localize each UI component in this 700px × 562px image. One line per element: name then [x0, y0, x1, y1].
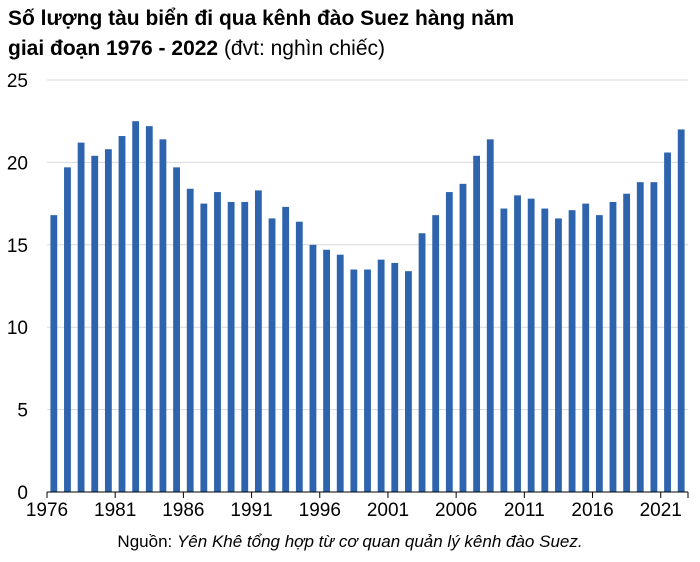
bar-1985: [173, 167, 180, 492]
bar-2001: [391, 262, 399, 492]
bar-2005: [445, 192, 453, 492]
bar-1983: [145, 126, 153, 493]
x-tick-label: 2001: [367, 500, 409, 521]
x-tick-label: 1996: [299, 500, 341, 521]
bar-1976: [50, 215, 58, 493]
bar-2000: [377, 259, 385, 492]
title-unit: (đvt: nghìn chiếc): [218, 37, 386, 60]
bar-1979: [91, 155, 99, 493]
title-line-1: Số lượng tàu biển đi qua kênh đào Suez h…: [8, 7, 515, 30]
bar-1987: [200, 203, 208, 492]
bar-2019: [636, 182, 644, 492]
x-tick-label: 1986: [162, 500, 204, 521]
chart-title: Số lượng tàu biển đi qua kênh đào Suez h…: [8, 4, 688, 64]
bar-2010: [514, 195, 521, 493]
title-line-2: giai đoạn 1976 - 2022 (đvt: nghìn chiếc): [8, 34, 688, 64]
bar-2007: [473, 155, 481, 493]
y-tick-label: 0: [17, 483, 28, 504]
bar-1981: [118, 136, 126, 493]
bar-2013: [555, 218, 562, 492]
x-tick-label: 2006: [435, 500, 477, 521]
bar-1994: [295, 221, 303, 492]
y-tick-label: 20: [7, 153, 28, 174]
x-tick-label: 2011: [504, 500, 545, 521]
bar-2012: [541, 208, 549, 492]
bar-2021: [664, 152, 671, 492]
bar-1998: [350, 269, 358, 492]
bar-2018: [623, 193, 631, 492]
source-text: Yên Khê tổng hợp từ cơ quan quản lý kênh…: [176, 532, 583, 551]
bar-1993: [282, 206, 290, 492]
x-tick-label: 1976: [26, 500, 68, 521]
bar-1991: [254, 190, 262, 492]
y-tick-label: 10: [7, 318, 28, 339]
bars: [50, 121, 685, 493]
x-tick-label: 2016: [571, 500, 613, 521]
bar-1980: [104, 149, 112, 492]
y-tick-label: 5: [17, 401, 28, 422]
bar-2020: [650, 182, 658, 492]
bar-1982: [132, 121, 140, 492]
bar-1997: [336, 254, 344, 492]
bar-1977: [64, 167, 71, 492]
bar-1986: [186, 188, 194, 492]
bar-2006: [459, 183, 467, 492]
bar-2014: [568, 210, 576, 492]
bar-2009: [500, 208, 508, 492]
bar-1999: [364, 269, 371, 492]
bar-2022: [677, 129, 685, 492]
bar-2017: [609, 201, 617, 492]
x-tick-label: 1991: [230, 500, 272, 521]
tick-labels: 0 5 10 15 20 25 1976 1981 1986 1991 1996 2001 2006 20…: [7, 71, 682, 521]
source-note: Nguồn: Yên Khê tổng hợp từ cơ quan quản …: [0, 532, 700, 552]
y-tick-label: 15: [7, 236, 28, 257]
y-tick-label: 25: [7, 71, 28, 92]
source-label: Nguồn:: [117, 532, 177, 551]
bar-2016: [595, 215, 603, 493]
bar-2008: [486, 139, 494, 492]
bar-2011: [527, 198, 535, 492]
bar-1995: [309, 244, 317, 492]
bar-1988: [214, 192, 221, 492]
bar-2004: [432, 215, 440, 493]
bar-1996: [323, 249, 330, 492]
bar-1984: [159, 139, 167, 492]
x-tick-label: 2021: [640, 500, 682, 521]
bar-1978: [77, 142, 85, 492]
x-tick-label: 1981: [94, 500, 136, 521]
bar-2002: [405, 271, 412, 492]
bar-2003: [418, 233, 426, 492]
bar-1992: [268, 218, 276, 492]
bar-1990: [241, 201, 249, 492]
bar-2015: [582, 203, 590, 492]
bar-1989: [227, 201, 235, 492]
axes: [46, 491, 689, 498]
title-period: giai đoạn 1976 - 2022: [8, 37, 219, 60]
